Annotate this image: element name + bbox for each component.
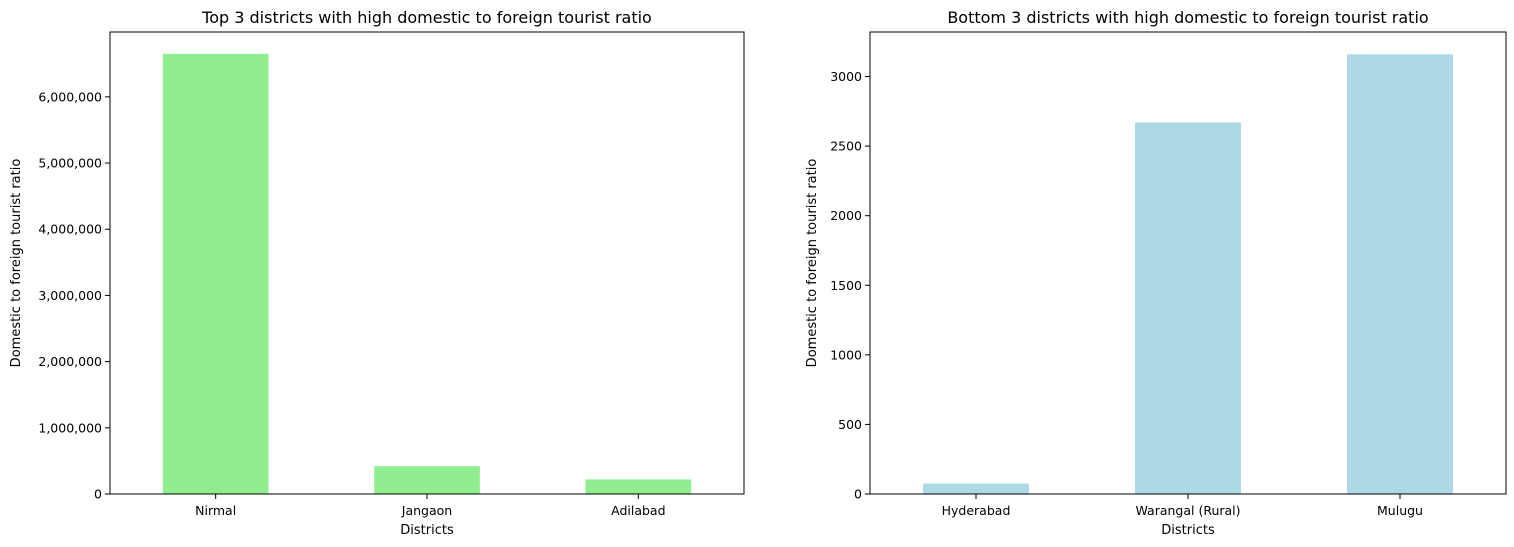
y-axis-label: Domestic to foreign tourist ratio bbox=[805, 159, 820, 368]
chart-top-districts: Top 3 districts with high domestic to fo… bbox=[9, 8, 745, 538]
chart-title: Top 3 districts with high domestic to fo… bbox=[201, 8, 652, 27]
x-tick-label: Nirmal bbox=[195, 503, 236, 518]
y-tick-label: 0 bbox=[854, 487, 862, 502]
y-tick-label: 2500 bbox=[830, 139, 862, 154]
x-tick-label: Adilabad bbox=[611, 503, 665, 518]
bar bbox=[585, 479, 692, 494]
y-tick-label: 5,000,000 bbox=[38, 156, 102, 171]
bar bbox=[1135, 122, 1241, 494]
chart-title: Bottom 3 districts with high domestic to… bbox=[947, 8, 1428, 27]
bar bbox=[1347, 54, 1453, 494]
x-tick-label: Jangaon bbox=[401, 503, 452, 518]
x-tick-label: Mulugu bbox=[1377, 503, 1423, 518]
bar bbox=[374, 466, 480, 494]
x-axis-label: Districts bbox=[400, 523, 454, 538]
y-tick-label: 1,000,000 bbox=[38, 420, 102, 435]
y-tick-label: 0 bbox=[94, 487, 102, 502]
y-tick-label: 500 bbox=[838, 417, 862, 432]
y-tick-label: 6,000,000 bbox=[38, 89, 102, 104]
y-tick-label: 2,000,000 bbox=[38, 354, 102, 369]
bar bbox=[923, 483, 1029, 494]
y-axis-label: Domestic to foreign tourist ratio bbox=[9, 159, 24, 368]
x-axis-label: Districts bbox=[1161, 523, 1215, 538]
chart-bottom-districts: Bottom 3 districts with high domestic to… bbox=[805, 8, 1507, 538]
x-tick-label: Warangal (Rural) bbox=[1135, 503, 1240, 518]
y-tick-label: 1500 bbox=[830, 278, 862, 293]
y-tick-label: 2000 bbox=[830, 208, 862, 223]
y-tick-label: 3,000,000 bbox=[38, 288, 102, 303]
y-tick-label: 4,000,000 bbox=[38, 222, 102, 237]
x-tick-label: Hyderabad bbox=[942, 503, 1011, 518]
y-tick-label: 3000 bbox=[830, 69, 862, 84]
bar bbox=[162, 53, 269, 494]
y-tick-label: 1000 bbox=[830, 347, 862, 362]
